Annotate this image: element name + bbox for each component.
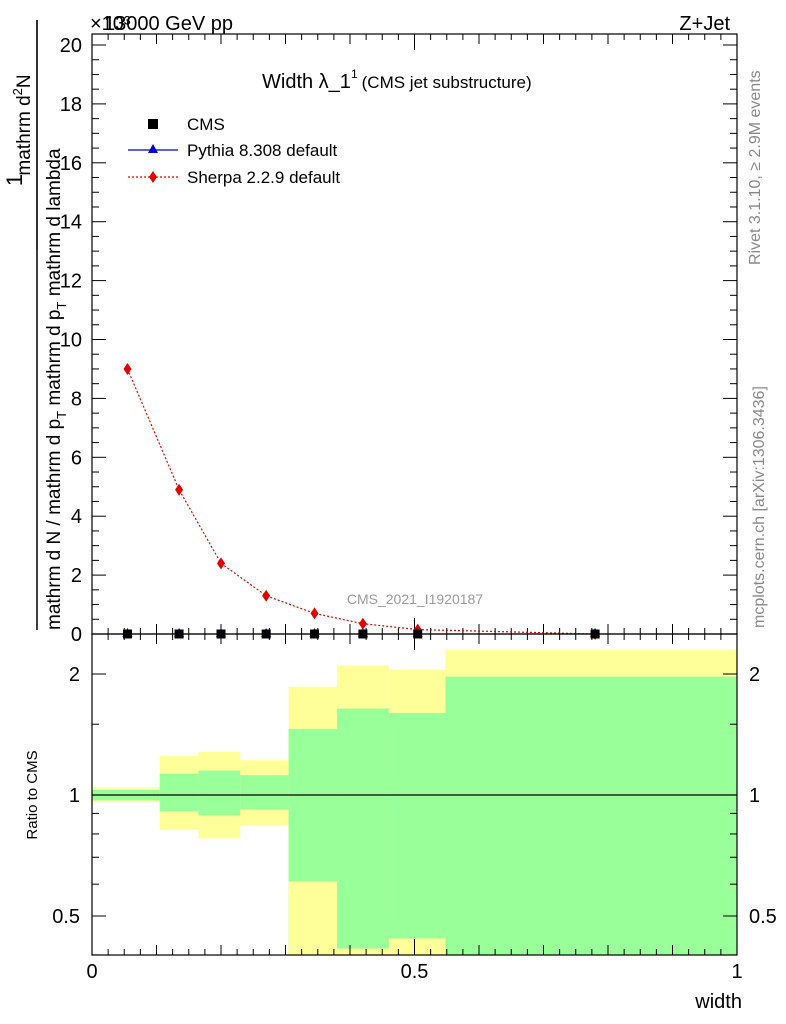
ratio-green-band (159, 773, 199, 812)
ratio-y-tick-label: 2 (69, 664, 80, 686)
x-tick-label: 1 (731, 961, 742, 983)
ratio-y-tick-label-right: 1 (749, 785, 760, 807)
main-y-tick-label: 20 (60, 35, 82, 57)
ratio-green-band (198, 770, 241, 816)
ratio-green-band (337, 708, 389, 949)
main-y-tick-label: 12 (60, 271, 82, 293)
ratio-panel: 0 0.5 1 0.5 0.5 1 1 2 2 (52, 633, 777, 983)
main-y-tick-label: 2 (71, 565, 82, 587)
ylabel-denom-part3: mathrm d lambda (44, 148, 65, 302)
ylabel-inner-top: mathrm d2N (10, 74, 35, 175)
energy-label: 13000 GeV pp (104, 13, 233, 35)
ratio-green-band (288, 728, 338, 882)
chart-title-main: Width λ_1 (262, 71, 351, 93)
main-y-tick-label: 8 (71, 388, 82, 410)
sherpa-point (175, 483, 184, 496)
main-y-axis-label: 1 mathrm d N / mathrm d pT mathrm d pT m… (2, 20, 69, 630)
chart-title: Width λ_11 (CMS jet substructure) (262, 67, 532, 93)
main-y-tick-label: 0 (71, 624, 82, 646)
ylabel-denom-part1: mathrm d N / mathrm d p (44, 419, 65, 630)
main-y-axis-label-inner: mathrm d2N (10, 20, 38, 250)
ratio-y-tick-label-right: 2 (749, 664, 760, 686)
ratio-yellow-low-band (388, 938, 446, 955)
ratio-yellow-low-band (337, 948, 389, 955)
exponent-label: ×10³ (90, 13, 131, 35)
legend-label: CMS (187, 115, 225, 134)
x-tick-label: 0.5 (401, 961, 429, 983)
ratio-y-tick-label: 1 (69, 785, 80, 807)
ylabel-denom-sub: T (54, 411, 69, 419)
ratio-green-band (388, 712, 446, 939)
sherpa-point (123, 362, 132, 375)
chart-title-sub: (CMS jet substructure) (362, 73, 532, 92)
ratio-green-band (445, 676, 737, 955)
sherpa-point (217, 557, 225, 570)
ratio-y-tick-label-right: 0.5 (749, 906, 777, 928)
rivet-label: Rivet 3.1.10, ≥ 2.9M events (747, 70, 764, 265)
x-axis-label: width (694, 991, 742, 1013)
legend-label: Pythia 8.308 default (187, 141, 338, 160)
main-y-tick-label: 18 (60, 94, 82, 116)
ratio-y-tick-label: 0.5 (52, 906, 80, 928)
legend-cms-marker (148, 119, 158, 129)
chart-title-sup: 1 (351, 67, 358, 81)
ratio-green-band (240, 775, 289, 810)
ylabel-top-part2: N (14, 74, 35, 88)
legend-label: Sherpa 2.2.9 default (187, 168, 340, 187)
ylabel-denom-sub2: T (54, 302, 69, 310)
ylabel-top-part1: mathrm d (14, 95, 35, 175)
main-y-tick-label: 6 (71, 447, 82, 469)
analysis-id-label: CMS_2021_I1920187 (347, 591, 483, 607)
mcplots-label: mcplots.cern.ch [arXiv:1306.3436] (751, 386, 768, 628)
ratio-yellow-low-band (288, 881, 338, 955)
process-label: Z+Jet (679, 13, 730, 35)
ylabel-denom-part2: mathrm d p (44, 310, 65, 406)
main-y-tick-label: 4 (71, 506, 82, 528)
sherpa-line (126, 368, 596, 635)
legend-sherpa-marker (149, 171, 157, 183)
main-panel: 0 2 4 6 8 10 12 14 16 18 20 CMS Pythia 8.308 default… (60, 33, 738, 646)
ylabel-numerator: 1 (2, 174, 27, 186)
ratio-y-label: Ratio to CMS (24, 750, 41, 839)
legend-pythia-marker (148, 144, 158, 153)
main-y-tick-label: 14 (60, 212, 82, 234)
sherpa-point (358, 617, 367, 630)
main-y-tick-label: 10 (60, 330, 82, 352)
sherpa-point (310, 607, 319, 620)
main-y-tick-label: 16 (60, 153, 82, 175)
ylabel-top-sup: 2 (10, 88, 25, 95)
x-tick-label: 0 (86, 961, 97, 983)
ylabel-denominator: mathrm d N / mathrm d pT mathrm d pT mat… (44, 148, 69, 630)
sherpa-point (262, 589, 271, 602)
